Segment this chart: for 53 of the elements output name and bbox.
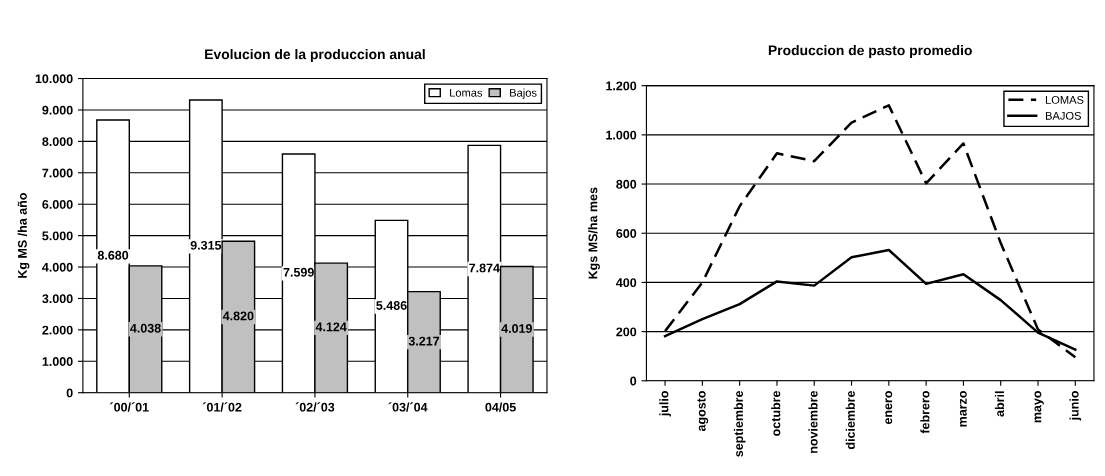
- y-tick-label: 6.000: [42, 200, 73, 209]
- x-tick-label: ´03/´04: [388, 402, 428, 412]
- y-tick-label: 3.000: [42, 294, 73, 304]
- chart-title: Evolucion de la produccion anual: [205, 49, 425, 62]
- data-label: 9.315: [190, 240, 222, 250]
- data-label: 7.874: [469, 263, 500, 273]
- y-tick-label: 600: [616, 229, 637, 238]
- x-tick-label: ´02/´03: [295, 402, 335, 412]
- y-tick-label: 8.000: [42, 137, 73, 147]
- y-tick-label: 0: [66, 388, 73, 398]
- chart-title: Produccion de pasto promedio: [768, 45, 972, 59]
- y-tick-label: 800: [616, 179, 637, 189]
- x-tick-label: ´00/´01: [110, 402, 149, 412]
- y-tick-label: 1.000: [606, 130, 637, 140]
- y-tick-label: 0: [630, 376, 637, 386]
- legend-label: LOMAS: [1045, 95, 1084, 104]
- y-tick-label: 1.200: [606, 81, 637, 91]
- data-label: 7.599: [283, 267, 314, 277]
- y-axis-title: Kg MS /ha año: [17, 193, 30, 278]
- y-tick-label: 200: [616, 327, 637, 337]
- x-tick-label: abril: [994, 391, 1005, 417]
- x-tick-label: diciembre: [845, 390, 855, 450]
- y-tick-label: 4.000: [42, 262, 73, 272]
- x-tick-label: noviembre: [808, 390, 818, 453]
- x-tick-label: enero: [885, 391, 893, 425]
- x-tick-label: septiembre: [733, 390, 746, 457]
- data-label: 3.217: [408, 336, 440, 346]
- y-tick-label: 5.000: [42, 231, 73, 241]
- data-label: 4.820: [222, 311, 254, 321]
- y-tick-label: 1.000: [42, 357, 73, 366]
- x-tick-label: agosto: [697, 391, 709, 432]
- legend-label: Lomas: [450, 88, 483, 97]
- legend-label: Bajos: [510, 88, 537, 99]
- x-tick-label: junio: [1069, 391, 1082, 421]
- y-tick-label: 400: [616, 278, 637, 288]
- data-label: 4.038: [130, 323, 161, 333]
- x-tick-label: octubre: [771, 390, 781, 436]
- x-tick-label: julio: [659, 391, 671, 417]
- legend-label: BAJOS: [1045, 111, 1081, 120]
- y-tick-label: 2.000: [42, 325, 73, 335]
- y-axis-title: Kgs MS/ha mes: [588, 187, 600, 279]
- data-label: 5.486: [376, 301, 407, 310]
- data-label: 4.019: [501, 324, 532, 333]
- data-label: 4.124: [315, 322, 347, 332]
- x-tick-label: 04/05: [485, 402, 516, 412]
- data-label: 8.680: [97, 250, 129, 260]
- y-tick-label: 10.000: [35, 74, 73, 84]
- y-tick-label: 7.000: [42, 168, 73, 178]
- y-tick-label: 9.000: [42, 105, 73, 115]
- x-tick-label: marzo: [959, 391, 967, 427]
- x-tick-label: febrero: [920, 391, 930, 434]
- x-tick-label: mayo: [1034, 391, 1044, 423]
- x-tick-label: ´01/´02: [202, 402, 242, 412]
